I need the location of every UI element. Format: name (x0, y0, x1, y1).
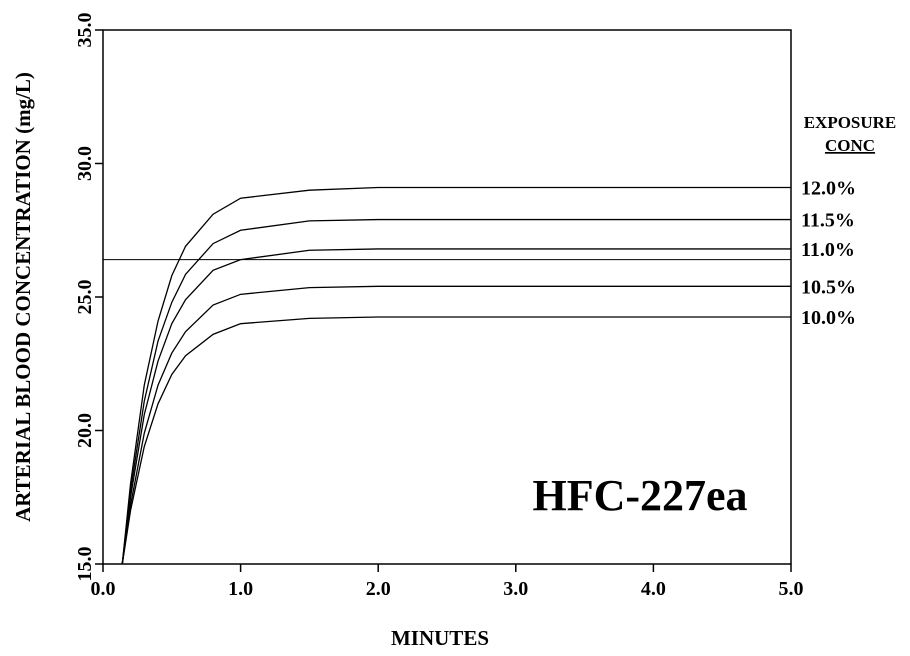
x-tick-label: 4.0 (641, 578, 666, 600)
series-line (121, 186, 791, 565)
series-label: 10.5% (801, 276, 856, 298)
y-tick-label: 15.0 (74, 547, 96, 582)
x-tick-label: 3.0 (503, 578, 528, 600)
series-label: 11.5% (801, 210, 855, 232)
y-tick-label: 25.0 (74, 280, 96, 315)
x-axis-label: MINUTES (391, 626, 489, 650)
x-tick-label: 2.0 (366, 578, 391, 600)
annotation: HFC-227ea (532, 471, 747, 520)
series-label: 11.0% (801, 239, 855, 261)
x-tick-label: 5.0 (779, 578, 804, 600)
y-axis-label: ARTERIAL BLOOD CONCENTRATION (mg/L) (11, 72, 35, 522)
x-tick-label: 1.0 (228, 578, 253, 600)
series-label: 12.0% (801, 178, 856, 200)
series-line (121, 285, 791, 565)
legend-title: CONC (825, 136, 875, 155)
series-line (121, 248, 791, 565)
series-line (121, 218, 791, 565)
y-tick-label: 30.0 (74, 146, 96, 181)
y-tick-label: 35.0 (74, 13, 96, 48)
y-tick-label: 20.0 (74, 413, 96, 448)
series-label: 10.0% (801, 307, 856, 329)
series-line (121, 316, 791, 565)
x-tick-label: 0.0 (91, 578, 116, 600)
legend-title: EXPOSURE (804, 113, 897, 132)
